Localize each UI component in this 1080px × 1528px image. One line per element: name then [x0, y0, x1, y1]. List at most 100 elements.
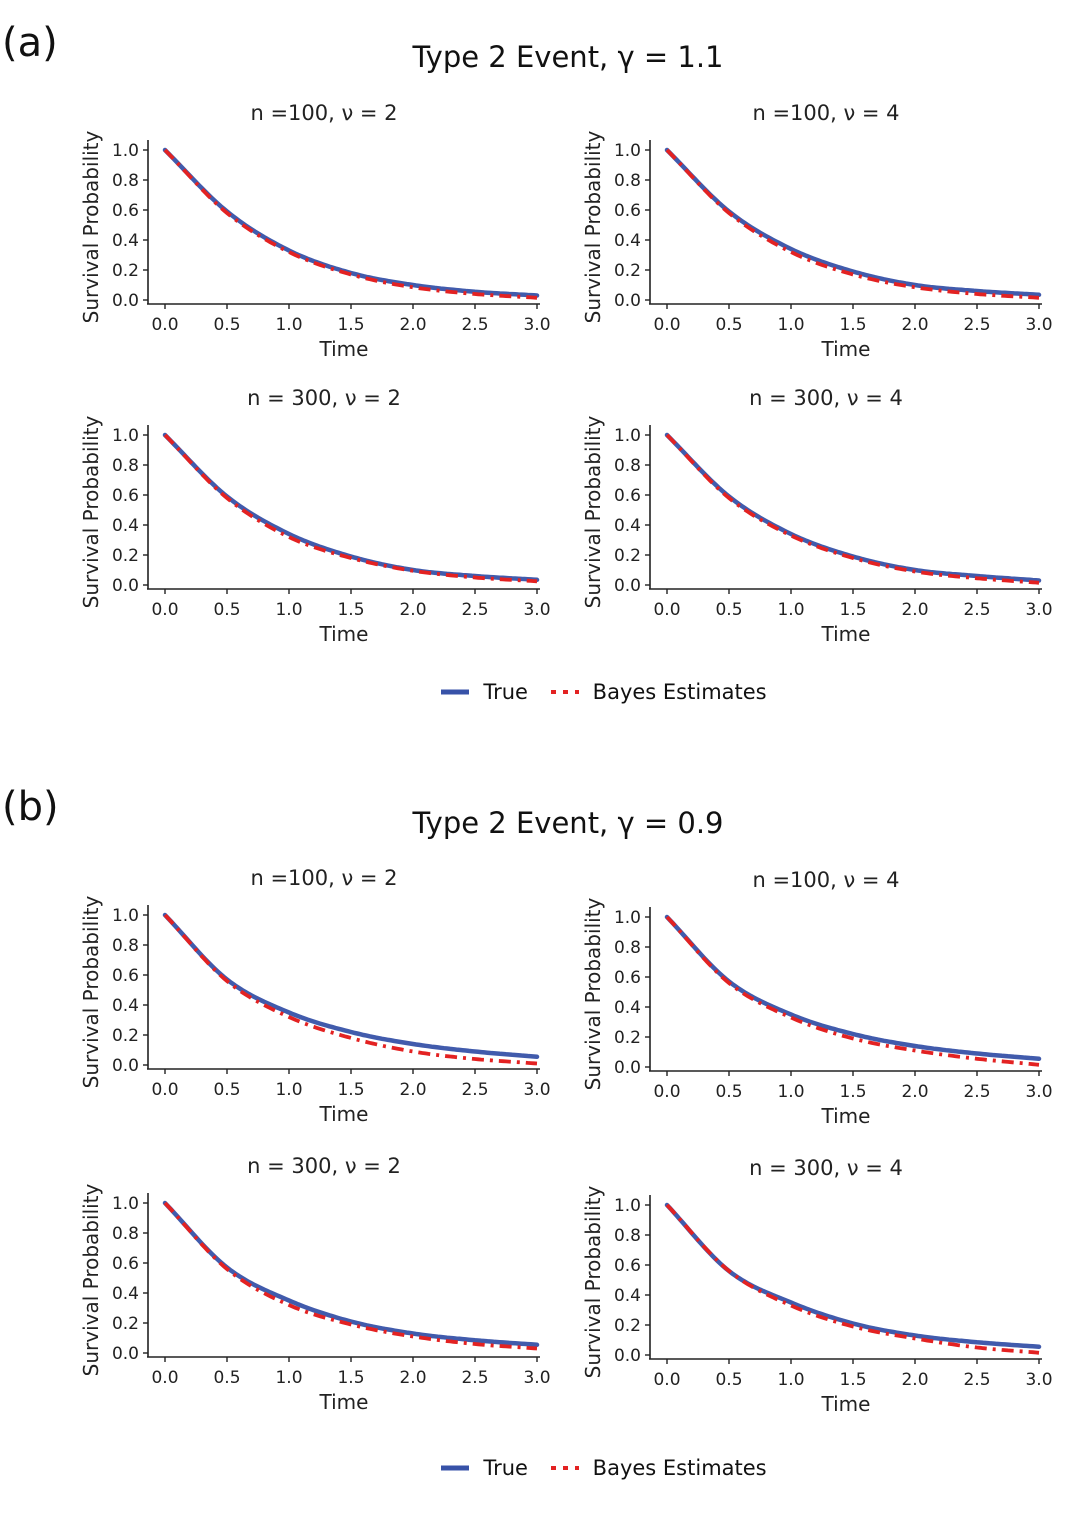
legend-b-estimate-swatch [550, 1466, 579, 1470]
x-tick-label: 0.0 [653, 1082, 680, 1102]
y-tick-label: 0.2 [614, 1028, 641, 1048]
y-tick-label: 0.8 [614, 171, 641, 191]
x-tick-label: 1.5 [839, 315, 866, 335]
y-tick-label: 0.2 [112, 1026, 139, 1046]
x-tick-label: 3.0 [523, 315, 550, 335]
subplot-title: n = 300, ν = 4 [749, 1156, 903, 1180]
x-tick-label: 0.0 [151, 315, 178, 335]
y-axis-label: Survival Probability [581, 897, 605, 1090]
x-tick-label: 2.0 [399, 315, 426, 335]
x-axis-label: Time [821, 1392, 871, 1416]
panel-b-label: (b) [2, 784, 59, 830]
plot-a-4: n = 300, ν = 4 0.0 0.2 0.4 0.6 0.8 1.0 0.0 0.5 1.… [581, 386, 1053, 646]
x-tick-label: 2.5 [461, 600, 488, 620]
x-tick-label: 2.0 [901, 1082, 928, 1102]
x-tick-label: 1.5 [337, 1368, 364, 1388]
y-tick-label: 0.2 [112, 546, 139, 566]
y-tick-label: 0.2 [614, 546, 641, 566]
y-tick-label: 0.8 [614, 938, 641, 958]
x-tick-label: 3.0 [523, 600, 550, 620]
y-axis-label: Survival Probability [79, 1183, 103, 1376]
legend-b: True Bayes Estimates [0, 1454, 1080, 1480]
y-tick-label: 0.4 [112, 1284, 139, 1304]
subplot-title: n = 300, ν = 2 [247, 1154, 401, 1178]
series-bayes-estimates-line [665, 915, 1040, 1067]
x-tick-label: 2.0 [399, 600, 426, 620]
y-tick-label: 0.0 [112, 1344, 139, 1364]
x-tick-label: 1.0 [275, 600, 302, 620]
x-tick-label: 0.5 [715, 600, 742, 620]
subplot-title: n =100, ν = 4 [752, 101, 899, 125]
x-tick-label: 0.0 [151, 1080, 178, 1100]
legend-a-true-swatch [441, 689, 470, 695]
y-tick-label: 0.6 [614, 486, 641, 506]
subplot-title: n = 300, ν = 4 [749, 386, 903, 410]
y-tick-label: 1.0 [614, 141, 641, 161]
y-tick-label: 0.0 [614, 291, 641, 311]
panel-a-label: (a) [2, 20, 58, 66]
x-tick-label: 2.5 [963, 315, 990, 335]
y-tick-label: 0.4 [614, 1286, 641, 1306]
legend-b-true: True [441, 1456, 528, 1480]
legend-a: True Bayes Estimates [0, 678, 1080, 704]
y-tick-label: 1.0 [614, 908, 641, 928]
x-tick-label: 0.0 [151, 1368, 178, 1388]
y-tick-label: 0.4 [112, 996, 139, 1016]
y-tick-label: 0.6 [614, 201, 641, 221]
y-axis-label: Survival Probability [581, 415, 605, 608]
plot-b-3: n = 300, ν = 2 0.0 0.2 0.4 0.6 0.8 1.0 0.0 0.5 1.… [79, 1154, 551, 1414]
x-tick-label: 0.0 [653, 1370, 680, 1390]
y-tick-label: 0.0 [614, 1346, 641, 1366]
legend-a-true-label: True [483, 680, 528, 704]
legend-a-estimate: Bayes Estimates [550, 680, 767, 704]
y-tick-label: 1.0 [112, 1194, 139, 1214]
x-tick-label: 2.0 [901, 1370, 928, 1390]
x-tick-label: 0.5 [715, 1082, 742, 1102]
y-tick-label: 0.4 [112, 231, 139, 251]
y-tick-label: 0.0 [112, 576, 139, 596]
plot-a-2: n =100, ν = 4 0.0 0.2 0.4 0.6 0.8 1.0 0.0 0.5 1.0… [581, 101, 1053, 361]
y-tick-label: 0.0 [112, 291, 139, 311]
x-axis-label: Time [319, 1390, 369, 1414]
y-tick-label: 0.4 [614, 516, 641, 536]
y-tick-label: 0.8 [614, 1226, 641, 1246]
series-bayes-estimates-line [665, 148, 1040, 300]
x-tick-label: 2.5 [461, 1080, 488, 1100]
y-axis-label: Survival Probability [581, 1185, 605, 1378]
x-tick-label: 1.0 [275, 1080, 302, 1100]
x-tick-label: 0.5 [213, 1080, 240, 1100]
x-tick-label: 2.5 [461, 1368, 488, 1388]
x-tick-label: 1.5 [337, 315, 364, 335]
y-axis-label: Survival Probability [581, 130, 605, 323]
y-tick-label: 0.8 [112, 456, 139, 476]
y-tick-label: 1.0 [614, 1196, 641, 1216]
plot-a-3: n = 300, ν = 2 0.0 0.2 0.4 0.6 0.8 1.0 0.0 0.5 1.… [79, 386, 551, 646]
x-tick-label: 2.0 [901, 600, 928, 620]
x-tick-label: 0.0 [653, 315, 680, 335]
x-tick-label: 0.5 [213, 600, 240, 620]
panel-b-title: Type 2 Event, γ = 0.9 [412, 806, 724, 840]
legend-b-true-swatch [441, 1465, 470, 1471]
x-tick-label: 0.5 [715, 1370, 742, 1390]
y-tick-label: 0.0 [112, 1056, 139, 1076]
x-tick-label: 1.5 [839, 600, 866, 620]
y-tick-label: 0.4 [112, 516, 139, 536]
y-tick-label: 0.6 [112, 486, 139, 506]
y-tick-label: 1.0 [112, 141, 139, 161]
x-tick-label: 1.5 [337, 1080, 364, 1100]
plot-a-1: n =100, ν = 2 0.0 0.2 0.4 0.6 0.8 1.0 0.0 0.5 1.0… [79, 101, 551, 361]
x-tick-label: 0.5 [213, 315, 240, 335]
x-tick-label: 1.5 [839, 1082, 866, 1102]
series-bayes-estimates-line [163, 148, 538, 300]
plot-b-1: n =100, ν = 2 0.0 0.2 0.4 0.6 0.8 1.0 0.0 0.5 1.0… [79, 866, 551, 1126]
x-tick-label: 1.5 [337, 600, 364, 620]
x-tick-label: 2.0 [399, 1368, 426, 1388]
y-tick-label: 0.6 [112, 1254, 139, 1274]
legend-a-estimate-swatch [550, 690, 579, 694]
y-axis-label: Survival Probability [79, 895, 103, 1088]
series-bayes-estimates-line [665, 1203, 1040, 1355]
subplot-title: n =100, ν = 2 [250, 101, 397, 125]
y-tick-label: 1.0 [614, 426, 641, 446]
series-bayes-estimates-line [163, 1201, 538, 1351]
x-tick-label: 1.0 [275, 1368, 302, 1388]
